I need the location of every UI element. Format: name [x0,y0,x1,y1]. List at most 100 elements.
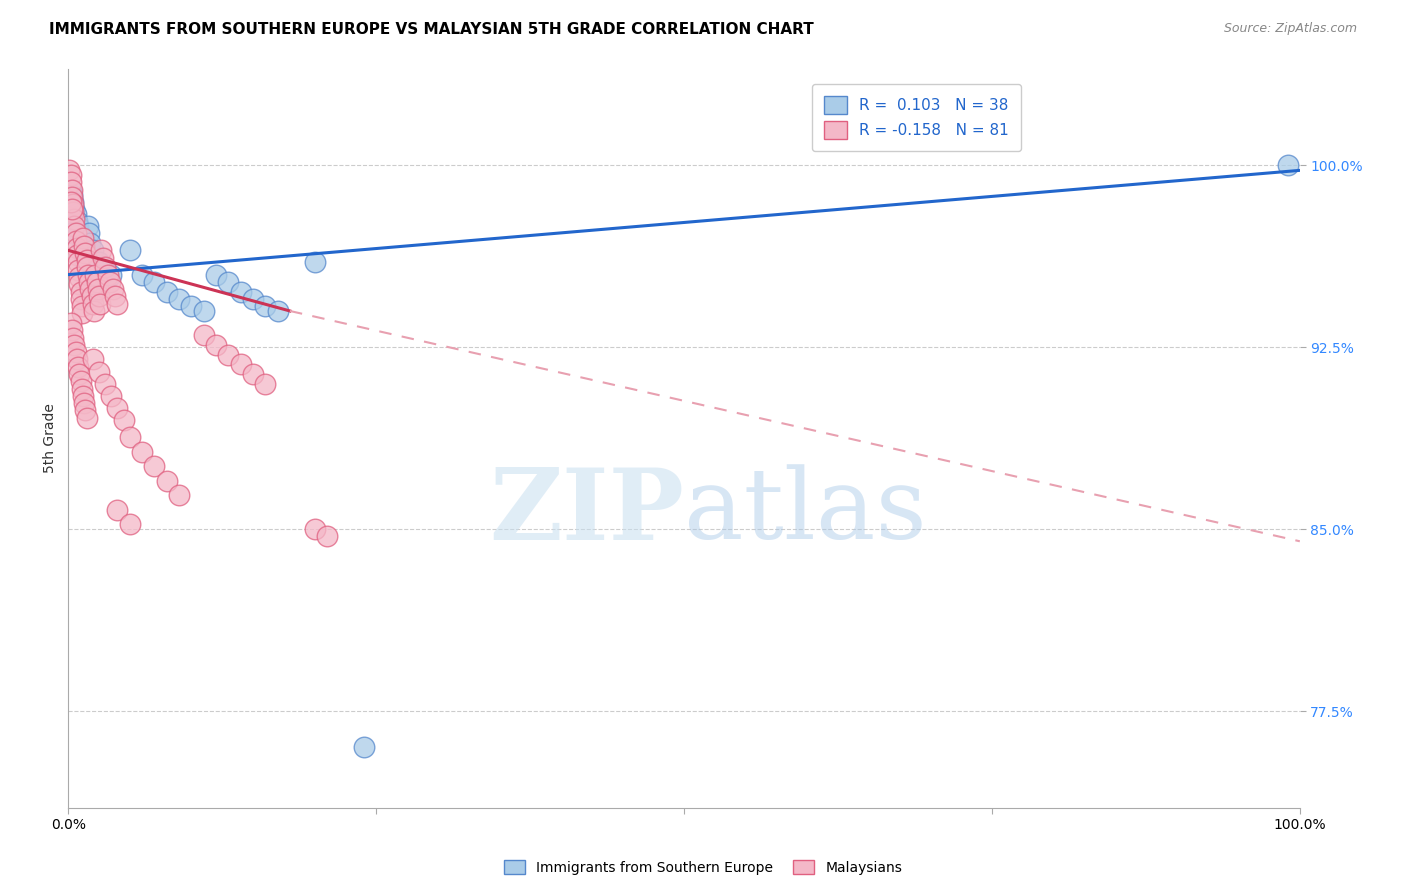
Point [63,202,86,216]
Point [100,268,122,282]
Point [58,163,80,178]
Point [107,401,129,415]
Point [60,187,83,202]
Point [82,244,104,258]
Point [62,204,84,219]
Point [69,374,91,388]
Point [60,202,83,216]
Text: ZIP: ZIP [489,464,685,561]
Point [79,282,101,296]
Point [60,323,83,337]
Point [143,459,166,474]
Point [83,304,105,318]
Point [67,262,90,277]
Point [76,260,98,275]
Point [217,275,239,289]
Point [76,410,98,425]
Point [77,275,100,289]
Point [70,306,93,320]
Point [193,304,215,318]
Point [72,389,94,403]
Point [1277,159,1299,173]
Point [60,183,83,197]
Point [156,474,179,488]
Point [65,345,87,359]
Legend: R =  0.103   N = 38, R = -0.158   N = 81: R = 0.103 N = 38, R = -0.158 N = 81 [811,84,1021,152]
Point [254,299,277,313]
Point [62,194,84,209]
Point [131,444,153,458]
Point [242,367,264,381]
Point [73,248,96,262]
Point [59,168,82,182]
Point [77,268,100,282]
Point [73,238,96,252]
Point [242,292,264,306]
Point [229,357,252,371]
Point [229,285,252,299]
Point [94,376,117,391]
Point [75,255,97,269]
Point [66,241,89,255]
Point [101,282,124,296]
Point [59,194,82,209]
Point [72,244,94,258]
Point [82,296,104,310]
Point [94,260,117,275]
Point [87,255,110,269]
Point [86,275,108,289]
Point [77,219,100,233]
Point [304,522,326,536]
Point [62,331,84,345]
Point [63,211,86,226]
Point [63,338,86,352]
Point [107,296,129,310]
Point [89,296,111,310]
Point [353,740,375,755]
Point [118,430,141,444]
Point [118,517,141,532]
Point [69,231,91,245]
Point [73,396,96,410]
Point [67,255,90,269]
Point [63,219,86,233]
Point [67,277,90,292]
Point [315,529,337,543]
Point [82,352,104,367]
Point [60,227,83,241]
Point [304,255,326,269]
Point [76,260,98,275]
Point [217,348,239,362]
Point [65,207,87,221]
Point [59,176,82,190]
Point [67,270,90,285]
Point [75,245,97,260]
Point [75,403,97,417]
Point [79,236,101,251]
Point [156,285,179,299]
Point [94,260,117,275]
Point [167,488,190,502]
Point [254,376,277,391]
Point [69,285,91,299]
Point [66,214,89,228]
Point [87,282,110,296]
Y-axis label: 5th Grade: 5th Grade [44,403,58,473]
Point [107,502,129,516]
Point [70,236,93,251]
Text: atlas: atlas [685,465,927,560]
Point [67,367,90,381]
Point [67,219,90,233]
Point [84,268,107,282]
Point [66,352,89,367]
Point [62,197,84,211]
Point [65,234,87,248]
Point [76,253,98,268]
Point [59,316,82,330]
Point [60,190,83,204]
Point [167,292,190,306]
Point [77,227,100,241]
Point [205,338,228,352]
Point [90,244,112,258]
Legend: Immigrants from Southern Europe, Malaysians: Immigrants from Southern Europe, Malaysi… [498,855,908,880]
